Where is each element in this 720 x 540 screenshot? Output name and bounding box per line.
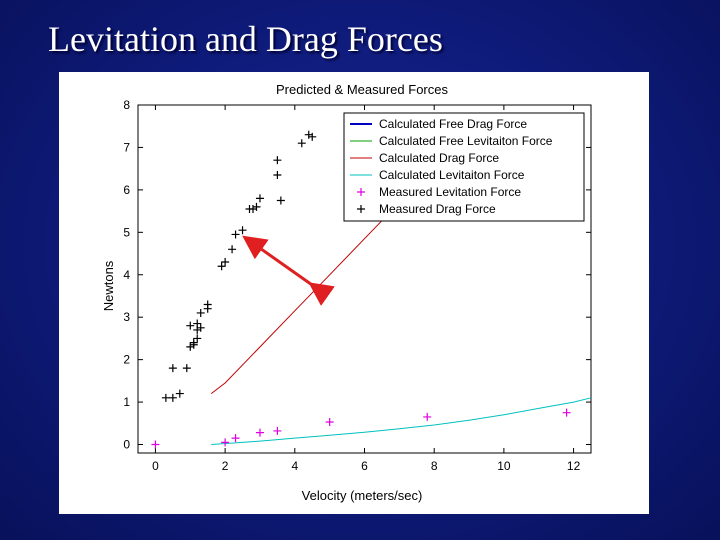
- data-point: [189, 338, 198, 347]
- y-tick-label: 8: [123, 98, 130, 112]
- y-tick-label: 5: [123, 225, 130, 239]
- data-point: [186, 321, 195, 330]
- data-point: [273, 171, 282, 180]
- legend: Calculated Free Drag Force Calculated Fre…: [343, 112, 585, 222]
- legend-box: [343, 112, 585, 222]
- legend-label: Measured Levitation Force: [379, 185, 521, 199]
- y-tick-label: 0: [123, 438, 130, 452]
- x-tick-label: 10: [497, 459, 511, 473]
- data-point: [221, 438, 230, 447]
- data-point: [325, 418, 334, 427]
- data-point: [238, 226, 247, 235]
- annotation-arrow: [242, 235, 335, 306]
- data-point: [276, 196, 285, 205]
- legend-label: Calculated Levitaiton Force: [379, 168, 525, 182]
- legend-label: Calculated Free Levitaiton Force: [379, 134, 553, 148]
- data-point: [151, 440, 160, 449]
- chart-title: Predicted & Measured Forces: [276, 82, 448, 97]
- y-tick-label: 6: [123, 183, 130, 197]
- x-tick-label: 12: [567, 459, 581, 473]
- y-tick-label: 3: [123, 310, 130, 324]
- data-point: [193, 334, 202, 343]
- data-point: [228, 245, 237, 254]
- y-tick-label: 1: [123, 395, 130, 409]
- legend-marker: [357, 205, 365, 213]
- legend-marker: [357, 188, 365, 196]
- y-tick-label: 4: [123, 268, 130, 282]
- x-tick-label: 0: [152, 459, 159, 473]
- data-point: [168, 393, 177, 402]
- figure-panel: Predicted & Measured Forces 0 2 4 6 8 10 12 0 1 2…: [59, 72, 649, 514]
- x-tick-label: 4: [291, 459, 298, 473]
- data-point: [423, 412, 432, 421]
- data-point: [562, 408, 571, 417]
- data-point: [231, 434, 240, 443]
- x-axis-label: Velocity (meters/sec): [302, 488, 423, 503]
- data-point: [297, 139, 306, 148]
- y-tick-label: 2: [123, 353, 130, 367]
- data-point: [255, 194, 264, 203]
- data-point: [175, 389, 184, 398]
- legend-label: Measured Drag Force: [379, 202, 496, 216]
- y-tick-label: 7: [123, 140, 130, 154]
- legend-label: Calculated Drag Force: [379, 151, 499, 165]
- legend-label: Calculated Free Drag Force: [379, 117, 527, 131]
- data-point: [196, 323, 205, 332]
- data-point: [196, 308, 205, 317]
- x-tick-label: 8: [431, 459, 438, 473]
- chart: Predicted & Measured Forces 0 2 4 6 8 10 12012…: [101, 82, 592, 503]
- data-point: [231, 230, 240, 239]
- data-point: [161, 393, 170, 402]
- data-point: [203, 300, 212, 309]
- data-point: [221, 258, 230, 267]
- data-point: [168, 364, 177, 373]
- data-point: [252, 202, 261, 211]
- y-axis-label: Newtons: [101, 260, 116, 311]
- x-tick-label: 6: [361, 459, 368, 473]
- series-line-3: [211, 397, 592, 445]
- data-point: [273, 426, 282, 435]
- data-point: [255, 428, 264, 437]
- x-tick-label: 2: [222, 459, 229, 473]
- slide-title: Levitation and Drag Forces: [48, 19, 443, 59]
- data-point: [273, 156, 282, 165]
- data-point: [308, 132, 317, 141]
- data-point: [182, 364, 191, 373]
- data-point: [217, 262, 226, 271]
- data-point: [193, 319, 202, 328]
